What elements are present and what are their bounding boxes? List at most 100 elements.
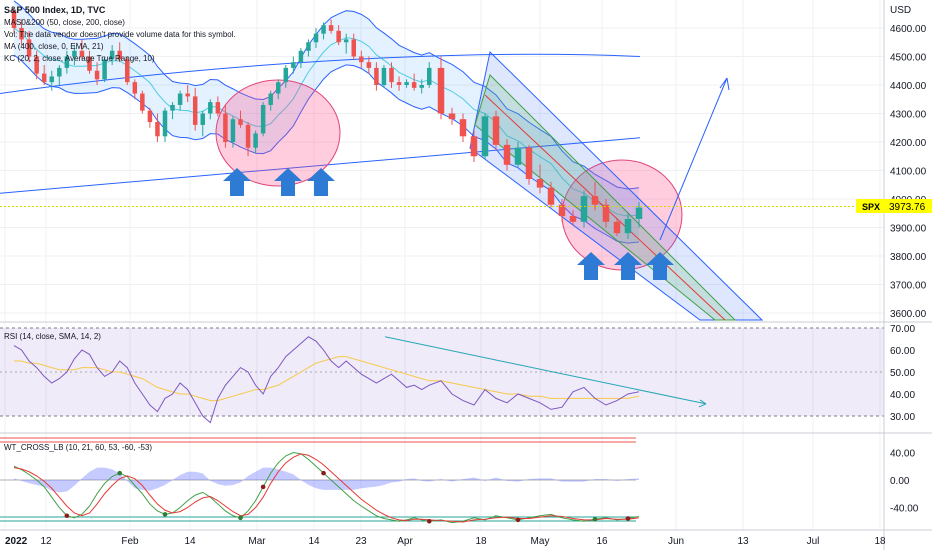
wt-cross-dot: [260, 484, 266, 490]
candle-body: [411, 82, 417, 88]
candle-body: [492, 116, 500, 145]
rsi-line: [13, 336, 640, 424]
price-tick-label: 4200.00: [890, 138, 927, 149]
wt-tick-label: 40.00: [890, 449, 915, 460]
rsi-tick-label: 60.00: [890, 346, 915, 357]
candle-body: [49, 76, 54, 83]
candle-body: [79, 50, 85, 57]
candle-body: [57, 67, 62, 77]
rsi-trendline: [384, 336, 707, 405]
candle-body: [125, 59, 130, 83]
candle-body: [343, 39, 349, 43]
time-axis-label: Jul: [807, 536, 820, 547]
candle-body: [602, 204, 610, 222]
wt-cross-dot: [238, 515, 243, 521]
regression-channel-inner: [474, 74, 737, 321]
wt-tick-label: 0.00: [890, 476, 910, 487]
last-price-tag: SPX 3973.76: [856, 199, 932, 213]
wt-cross-dot: [162, 512, 168, 517]
candle-body: [192, 96, 198, 125]
candle-body: [230, 119, 236, 142]
candle-body: [470, 136, 478, 157]
price-tick-label: 4400.00: [890, 81, 927, 92]
candle-body: [72, 50, 77, 57]
candle-body: [283, 67, 289, 83]
time-axis-label: 14: [308, 536, 320, 547]
candle-body: [238, 119, 243, 125]
keltner-basis: [13, 27, 640, 217]
candle-body: [396, 82, 402, 85]
candle-body: [94, 70, 100, 80]
candle-body: [260, 104, 266, 134]
candle-body: [291, 62, 296, 68]
time-axis-label: 2022: [5, 536, 28, 547]
wt-cross-dot: [515, 517, 521, 523]
candle-body: [223, 113, 228, 142]
candle-body: [155, 122, 160, 137]
candle-body: [109, 50, 115, 60]
wt-cross-dot: [592, 516, 598, 522]
wt-histogram-area: [14, 467, 639, 493]
candle-body: [624, 218, 632, 234]
time-axis-label: Jun: [668, 536, 684, 547]
rsi-tick-label: 40.00: [890, 390, 915, 401]
price-tick-label: 3900.00: [890, 224, 927, 235]
candle-body: [351, 39, 356, 57]
wt-cross-panel: 40.00 0.00 -40.00: [0, 437, 919, 524]
candle-body: [117, 50, 122, 60]
time-axis-label: Feb: [121, 536, 139, 547]
up-arrow-annotation: [307, 168, 335, 196]
candle-body: [87, 56, 92, 71]
wt-tick-label: -40.00: [890, 504, 919, 515]
candle-body: [591, 196, 599, 205]
projection-arrow-head: [719, 77, 730, 91]
up-arrow-annotation: [614, 252, 642, 280]
time-axis-label: Apr: [397, 536, 413, 547]
candle-body: [41, 73, 47, 83]
time-axis-label: 23: [355, 536, 367, 547]
candle-body: [580, 196, 588, 222]
moving-average-400-ema: [0, 137, 641, 194]
rsi-header: RSI (14, close, SMA, 14, 2): [4, 332, 101, 341]
header-line-1: MAS0&200 (50, close, 200, close): [4, 18, 125, 27]
candle-body: [64, 56, 70, 68]
candle-body: [569, 216, 577, 222]
candle-body: [459, 119, 467, 137]
price-tick-label: 3800.00: [890, 252, 927, 263]
time-axis-label: 14: [184, 536, 196, 547]
price-tick-label: 4100.00: [890, 167, 927, 178]
candle-body: [389, 67, 394, 83]
wt-cross-dot: [321, 470, 326, 476]
candle-body: [359, 56, 364, 63]
candle-body: [503, 144, 511, 165]
candle-body: [427, 67, 432, 85]
up-arrow-annotation: [577, 252, 605, 280]
rsi-tick-label: 30.00: [890, 412, 915, 423]
candle-body: [558, 204, 566, 217]
candle-body: [268, 93, 273, 105]
chart-header: S&P 500 Index, 1D, TVC MAS0&200 (50, clo…: [4, 5, 236, 63]
candle-body: [313, 33, 319, 43]
candle-body: [140, 93, 145, 111]
price-unit-label: USD: [890, 5, 911, 16]
time-axis-label: 13: [737, 536, 749, 547]
up-arrow-annotation: [223, 168, 251, 196]
candle-body: [245, 124, 251, 148]
up-arrow-annotation: [646, 252, 674, 280]
candle-body: [102, 59, 107, 80]
projection-arrow-line: [659, 77, 728, 241]
time-axis-label: May: [531, 536, 550, 547]
keltner-lower-band: [13, 54, 640, 244]
candle-body: [177, 93, 183, 105]
header-line-2: Vol: The data vendor doesn't provide vol…: [4, 30, 236, 39]
time-axis-label: 18: [874, 536, 886, 547]
candle-body: [147, 110, 153, 123]
wt2-line: [13, 453, 640, 523]
wt-cross-dot: [426, 518, 432, 524]
candle-body: [170, 104, 175, 111]
up-arrow-annotation: [274, 168, 302, 196]
time-axis-label: Mar: [248, 536, 266, 547]
price-tick-label: 4600.00: [890, 24, 927, 35]
